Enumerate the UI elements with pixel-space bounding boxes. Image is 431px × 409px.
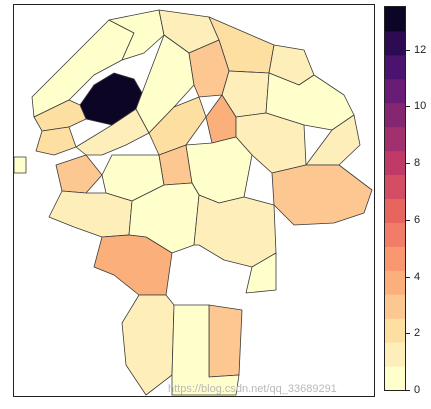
district-r22 [271,164,373,226]
legend-tick-mark [406,219,410,221]
district-r28 [208,304,243,378]
district-r9 [55,154,103,194]
legend-color-step [385,294,405,319]
watermark-text: https://blog.csdn.net/qq_33689291 [168,383,337,395]
legend-tick-label: 6 [414,213,421,226]
legend-color-step [385,102,405,128]
legend-color-step [385,54,405,80]
district-r8 [35,126,77,156]
legend-tick-label: 10 [414,100,427,113]
district-r23 [48,190,133,238]
district-r26 [193,194,277,268]
legend-color-step [385,150,405,176]
district-r30 [171,304,240,396]
legend-color-step [385,318,405,343]
legend-color-step [385,78,405,104]
legend-color-step [385,174,405,199]
legend-color-step [385,7,405,32]
legend-tick-mark [406,49,410,51]
legend-color-step [385,342,405,367]
legend-tick-mark [406,390,410,391]
district-r17 [235,112,307,174]
district-r29 [121,294,175,396]
legend-color-step [385,30,405,56]
legend-tick-label: 8 [414,157,421,170]
district-r11 [135,34,195,134]
legend-tick-mark [406,276,410,278]
legend-color-step [385,270,405,295]
district-r27 [245,252,277,294]
legend-color-step [385,126,405,152]
legend-color-step [385,222,405,247]
district-map [14,9,373,396]
legend-tick-label: 2 [414,327,421,340]
district-detached [14,156,27,174]
legend-tick-mark [406,106,410,108]
legend-color-bar [385,7,405,390]
legend-color-step [385,246,405,271]
legend-tick-label: 4 [414,270,421,283]
district-r10 [75,108,150,156]
legend-color-step [385,366,405,390]
color-legend [384,6,406,391]
legend-tick-mark [406,333,410,335]
legend-tick-label: 0 [414,384,421,396]
legend-tick-label: 12 [414,43,427,56]
legend-tick-mark [406,163,410,165]
map-panel [13,4,375,397]
legend-color-step [385,198,405,223]
